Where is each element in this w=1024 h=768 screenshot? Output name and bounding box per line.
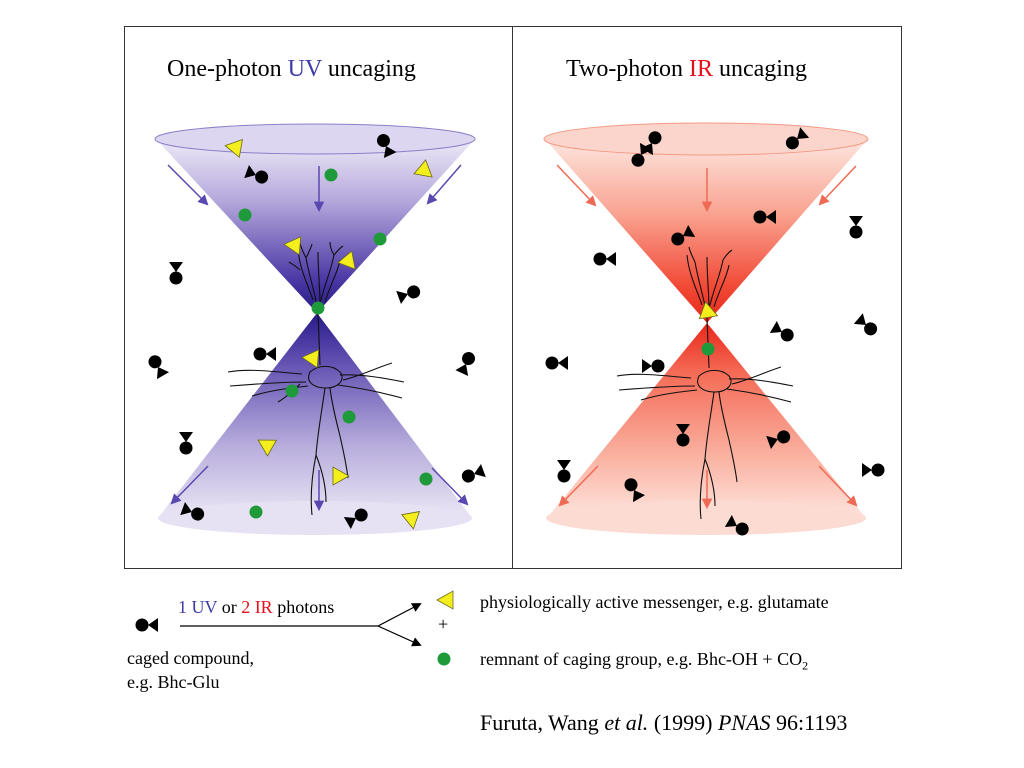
remnant-label: remnant of caging group, e.g. Bhc-OH + C… — [480, 649, 808, 674]
citation-journal: PNAS — [717, 710, 771, 735]
remnants-right — [701, 342, 715, 356]
photons-n1: 1 — [178, 597, 187, 617]
photons-ir: IR — [254, 597, 273, 617]
neuron-icon — [227, 241, 405, 516]
photons-or: or — [221, 597, 237, 617]
caged-compound-example: e.g. Bhc-Glu — [127, 672, 220, 692]
photons-n2: 2 — [241, 597, 251, 617]
title-post: uncaging — [712, 56, 807, 82]
citation: Furuta, Wang et al. (1999) PNAS 96:1193 — [480, 710, 847, 736]
one-photon-panel — [124, 26, 513, 569]
photons-uv: UV — [191, 597, 218, 617]
photons-word: photons — [277, 597, 335, 617]
title-pre: One-photon — [167, 56, 288, 82]
messenger-triangle-icon — [436, 590, 454, 610]
citation-year: (1999) — [648, 710, 718, 735]
two-photon-panel — [512, 26, 902, 569]
plus-sign: + — [438, 614, 449, 634]
title-pre: Two-photon — [566, 56, 689, 82]
remnant-subscript: 2 — [802, 658, 809, 673]
caged-compound-label: caged compound, — [127, 648, 254, 668]
citation-etal: et al. — [604, 710, 649, 735]
title-ir: IR — [688, 56, 713, 82]
caged-compound-icon — [135, 618, 158, 632]
neuron-icon — [616, 246, 794, 520]
uv-photon-arrows — [167, 164, 469, 512]
remnant-text: remnant of caging group, e.g. Bhc-OH + C… — [480, 649, 803, 669]
messenger-label: physiologically active messenger, e.g. g… — [480, 592, 829, 612]
remnant-dot-icon — [437, 652, 451, 666]
reaction-legend — [135, 590, 454, 666]
citation-authors: Furuta, Wang — [480, 710, 605, 735]
panel-title-one-photon: One-photon UV uncaging — [167, 56, 416, 83]
ir-light-cone — [543, 122, 869, 535]
ir-photon-arrows — [556, 164, 858, 510]
title-post: uncaging — [321, 56, 416, 82]
panel-title-two-photon: Two-photon IR uncaging — [566, 56, 807, 83]
photons-label: 1 UV or 2 IR photons — [178, 597, 334, 618]
title-uv: UV — [287, 56, 322, 82]
citation-ref: 96:1193 — [770, 710, 848, 735]
